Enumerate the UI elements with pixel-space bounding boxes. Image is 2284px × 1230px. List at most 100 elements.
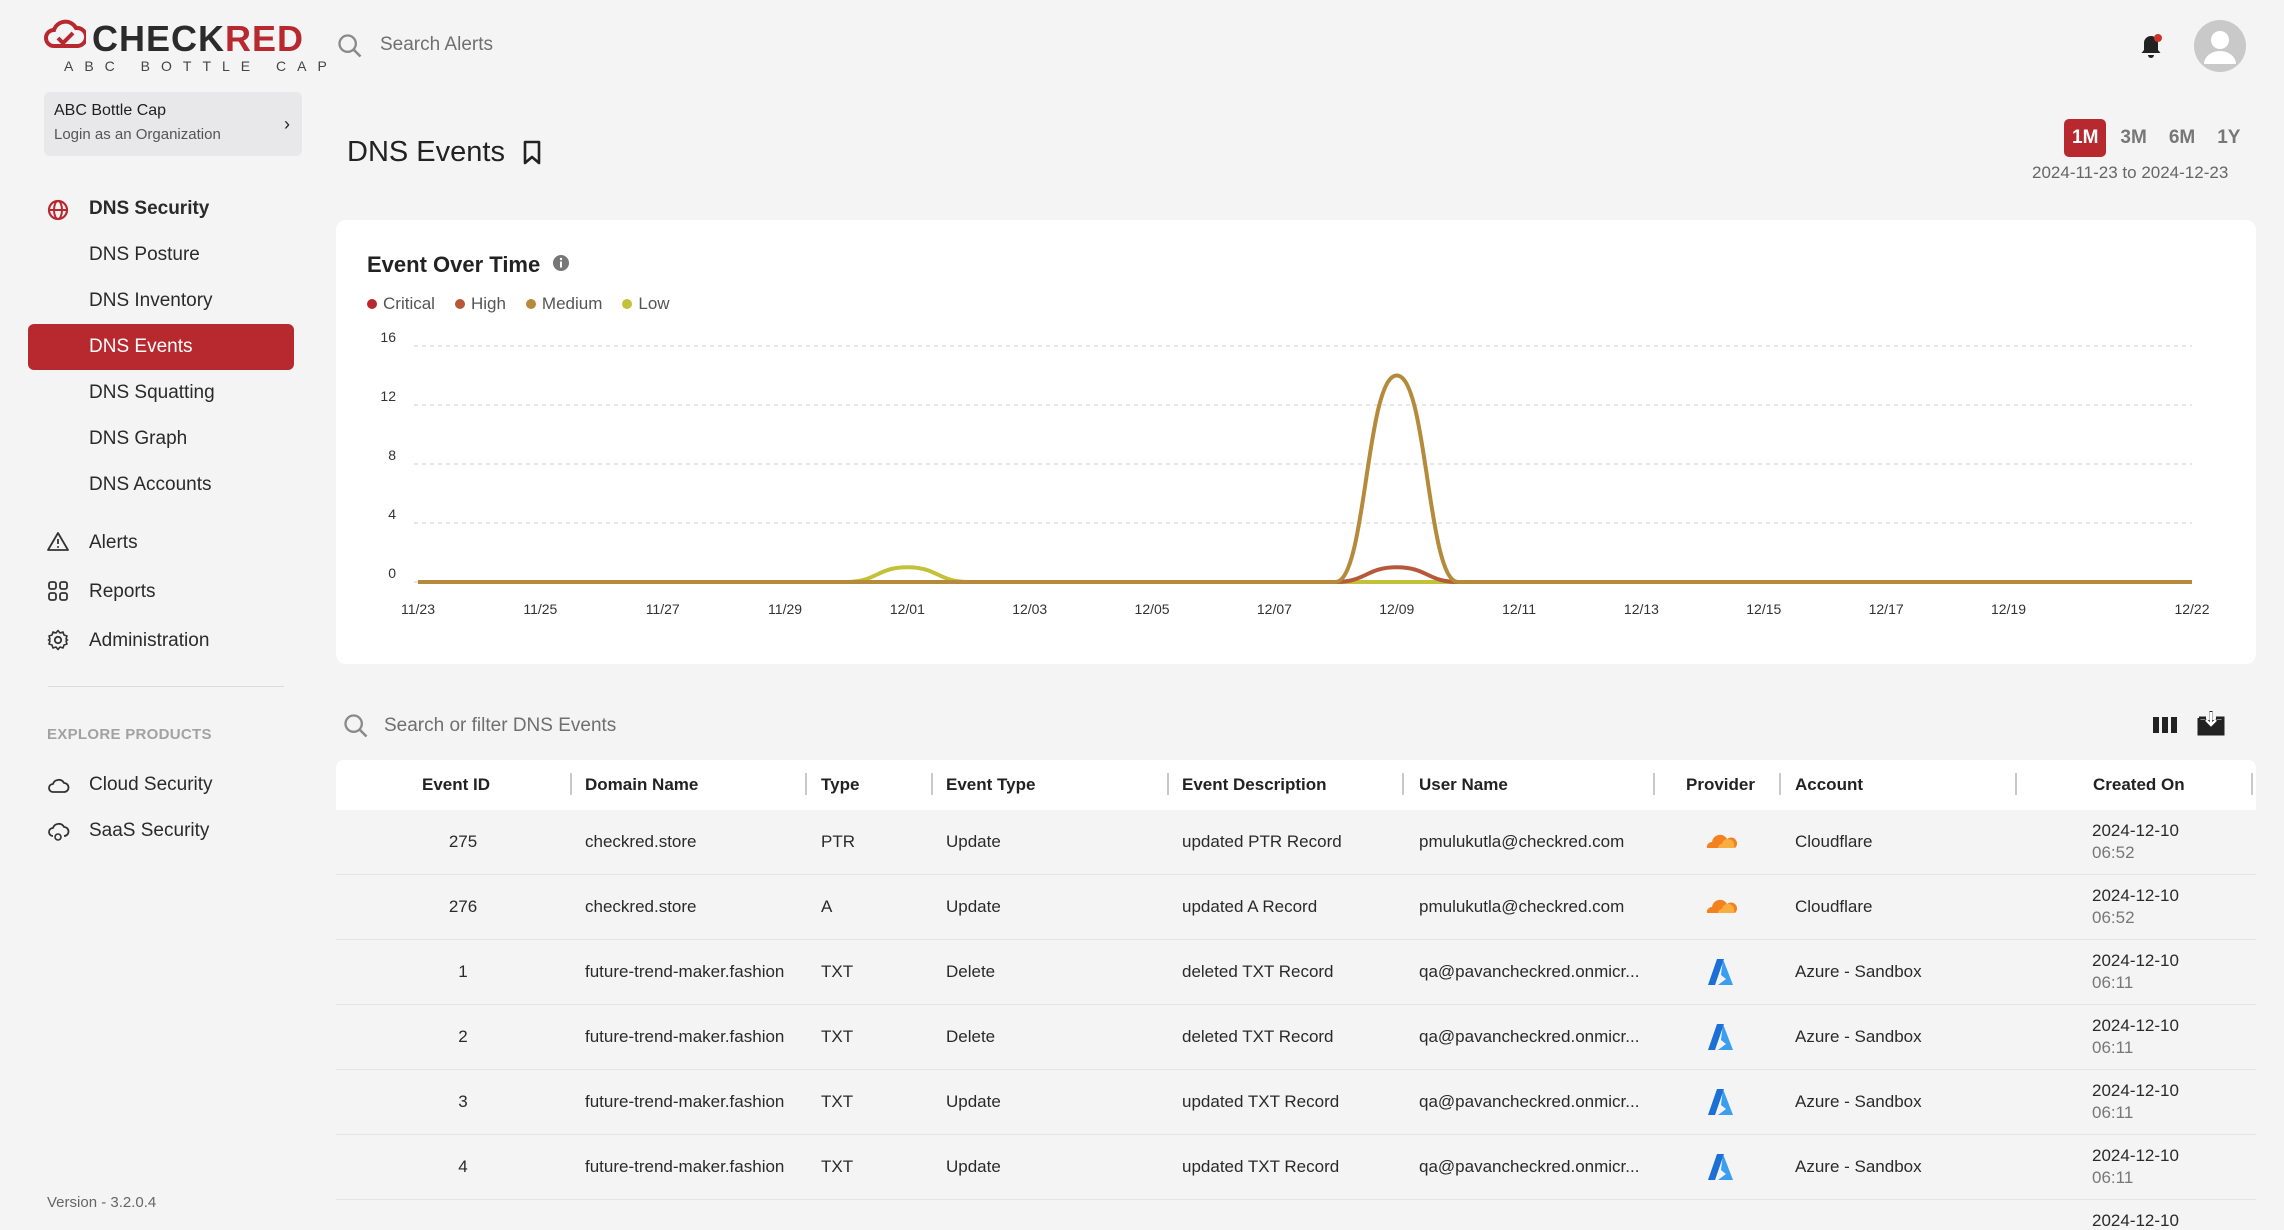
download-icon[interactable] xyxy=(2196,708,2226,738)
column-resize-handle[interactable] xyxy=(2015,773,2017,795)
nav-item-dns-events[interactable]: DNS Events xyxy=(28,324,294,370)
column-header-user-name[interactable]: User Name xyxy=(1419,775,1508,794)
nav-products: Cloud Security SaaS Security xyxy=(28,762,294,854)
table-body: 275 checkred.store PTR Update updated PT… xyxy=(336,810,2256,1230)
cell-type: A xyxy=(821,897,833,916)
table-row[interactable]: 3 future-trend-maker.fashion TXT Update … xyxy=(336,1070,2256,1135)
column-header-type[interactable]: Type xyxy=(821,775,860,794)
nav-main: Alerts Reports Administration xyxy=(28,518,294,665)
org-switcher[interactable]: ABC Bottle Cap Login as an Organization … xyxy=(44,92,302,156)
cell-account: Azure - Sandbox xyxy=(1795,1157,1922,1176)
column-header-account[interactable]: Account xyxy=(1795,775,1863,794)
cell-domain-name[interactable]: future-trend-maker.fashion xyxy=(585,1157,785,1176)
legend-item-high[interactable]: High xyxy=(454,294,506,314)
column-header-created-on[interactable]: Created On xyxy=(2093,775,2185,794)
column-header-event-description[interactable]: Event Description xyxy=(1182,775,1327,794)
table-row[interactable]: 275 checkred.store PTR Update updated PT… xyxy=(336,810,2256,875)
nav-item-saas-security[interactable]: SaaS Security xyxy=(28,808,294,854)
nav-item-alerts[interactable]: Alerts xyxy=(28,518,294,567)
x-tick-label: 11/27 xyxy=(646,601,680,617)
table-header: Event ID Domain Name Type Event Type Eve… xyxy=(336,760,2256,810)
column-header-domain-name[interactable]: Domain Name xyxy=(585,775,699,794)
nav-item-reports[interactable]: Reports xyxy=(28,567,294,616)
azure-icon xyxy=(1708,959,1733,985)
created-time: 06:52 xyxy=(2092,843,2135,862)
notification-bell-icon[interactable] xyxy=(2138,32,2164,62)
column-resize-handle[interactable] xyxy=(2251,773,2253,795)
range-button-6m[interactable]: 6M xyxy=(2168,127,2196,148)
nav-item-dns-accounts[interactable]: DNS Accounts xyxy=(28,462,294,508)
nav-item-dns-graph[interactable]: DNS Graph xyxy=(28,416,294,462)
org-name: ABC Bottle Cap xyxy=(54,102,167,119)
created-date: 2024-12-10 xyxy=(2092,1146,2179,1165)
cloudflare-icon xyxy=(1706,899,1738,913)
legend-item-low[interactable]: Low xyxy=(622,294,670,314)
cell-type: PTR xyxy=(821,832,855,851)
nav-label: DNS Posture xyxy=(89,244,200,265)
nav-label: DNS Events xyxy=(89,336,193,357)
cell-event-description: updated TXT Record xyxy=(1182,1157,1340,1176)
legend-item-medium[interactable]: Medium xyxy=(525,294,603,314)
legend-label: Medium xyxy=(541,294,603,313)
cell-domain-name[interactable]: future-trend-maker.fashion xyxy=(585,962,785,981)
column-resize-handle[interactable] xyxy=(1402,773,1404,795)
cell-user-name: qa@pavancheckred.onmicr... xyxy=(1419,962,1640,981)
table-row[interactable]: 2 future-trend-maker.fashion TXT Delete … xyxy=(336,1005,2256,1070)
column-resize-handle[interactable] xyxy=(805,773,807,795)
dns-events-filter-input[interactable] xyxy=(384,711,1084,741)
y-tick-label: 8 xyxy=(388,447,396,463)
nav-label: DNS Inventory xyxy=(89,290,213,311)
column-resize-handle[interactable] xyxy=(1779,773,1781,795)
legend-dot xyxy=(525,299,536,309)
range-button-1y[interactable]: 1Y xyxy=(2217,127,2241,148)
cell-domain-name[interactable]: future-trend-maker.fashion xyxy=(585,1027,785,1046)
range-button-3m[interactable]: 3M xyxy=(2120,127,2147,148)
legend-item-critical[interactable]: Critical xyxy=(367,294,435,314)
x-tick-label: 12/05 xyxy=(1135,601,1170,617)
column-header-event-type[interactable]: Event Type xyxy=(946,775,1036,794)
search-alerts-input[interactable] xyxy=(380,30,820,60)
nav-item-dns-security[interactable]: DNS Security xyxy=(28,186,294,232)
user-avatar[interactable] xyxy=(2194,20,2246,72)
column-header-event-id[interactable]: Event ID xyxy=(422,775,491,794)
cell-event-description: updated PTR Record xyxy=(1182,832,1342,851)
y-tick-label: 4 xyxy=(388,506,396,522)
cell-type: TXT xyxy=(821,962,854,981)
cell-user-name: qa@pavancheckred.onmicr... xyxy=(1419,1092,1640,1111)
checkred-logo[interactable]: CHECKRED ABC BOTTLE CAP xyxy=(44,16,327,76)
nav-item-cloud-security[interactable]: Cloud Security xyxy=(28,762,294,808)
cell-account: Azure - Sandbox xyxy=(1795,962,1922,981)
cloud-gear-icon xyxy=(48,822,70,841)
table-row[interactable]: 2024-12-10 xyxy=(336,1200,2256,1230)
column-resize-handle[interactable] xyxy=(570,773,572,795)
table-row[interactable]: 276 checkred.store A Update updated A Re… xyxy=(336,875,2256,940)
nav-item-dns-posture[interactable]: DNS Posture xyxy=(28,232,294,278)
cell-user-name: pmulukutla@checkred.com xyxy=(1419,897,1625,916)
created-date: 2024-12-10 xyxy=(2092,951,2179,970)
range-button-1m[interactable]: 1M xyxy=(2064,119,2107,157)
cell-created-on: 2024-12-10 06:52 xyxy=(2092,885,2179,929)
version-label: Version - 3.2.0.4 xyxy=(47,1194,157,1211)
columns-icon[interactable] xyxy=(2152,714,2178,736)
table-row[interactable]: 1 future-trend-maker.fashion TXT Delete … xyxy=(336,940,2256,1005)
nav-item-dns-squatting[interactable]: DNS Squatting xyxy=(28,370,294,416)
column-resize-handle[interactable] xyxy=(1653,773,1655,795)
table-row[interactable]: 4 future-trend-maker.fashion TXT Update … xyxy=(336,1135,2256,1200)
info-icon[interactable] xyxy=(552,254,570,272)
column-resize-handle[interactable] xyxy=(1167,773,1169,795)
cell-account: Azure - Sandbox xyxy=(1795,1027,1922,1046)
column-resize-handle[interactable] xyxy=(931,773,933,795)
x-tick-label: 12/13 xyxy=(1624,601,1659,617)
nav-label: DNS Accounts xyxy=(89,474,212,495)
nav-item-dns-inventory[interactable]: DNS Inventory xyxy=(28,278,294,324)
x-tick-label: 12/22 xyxy=(2174,601,2209,617)
legend-dot xyxy=(622,299,633,309)
cell-domain-name[interactable]: checkred.store xyxy=(585,897,697,916)
nav-item-administration[interactable]: Administration xyxy=(28,616,294,665)
cell-domain-name[interactable]: future-trend-maker.fashion xyxy=(585,1092,785,1111)
cell-domain-name[interactable]: checkred.store xyxy=(585,832,697,851)
bookmark-icon[interactable] xyxy=(522,140,542,166)
cell-type: TXT xyxy=(821,1027,854,1046)
cloud-logo-icon xyxy=(44,19,86,48)
column-header-provider[interactable]: Provider xyxy=(1686,775,1755,794)
